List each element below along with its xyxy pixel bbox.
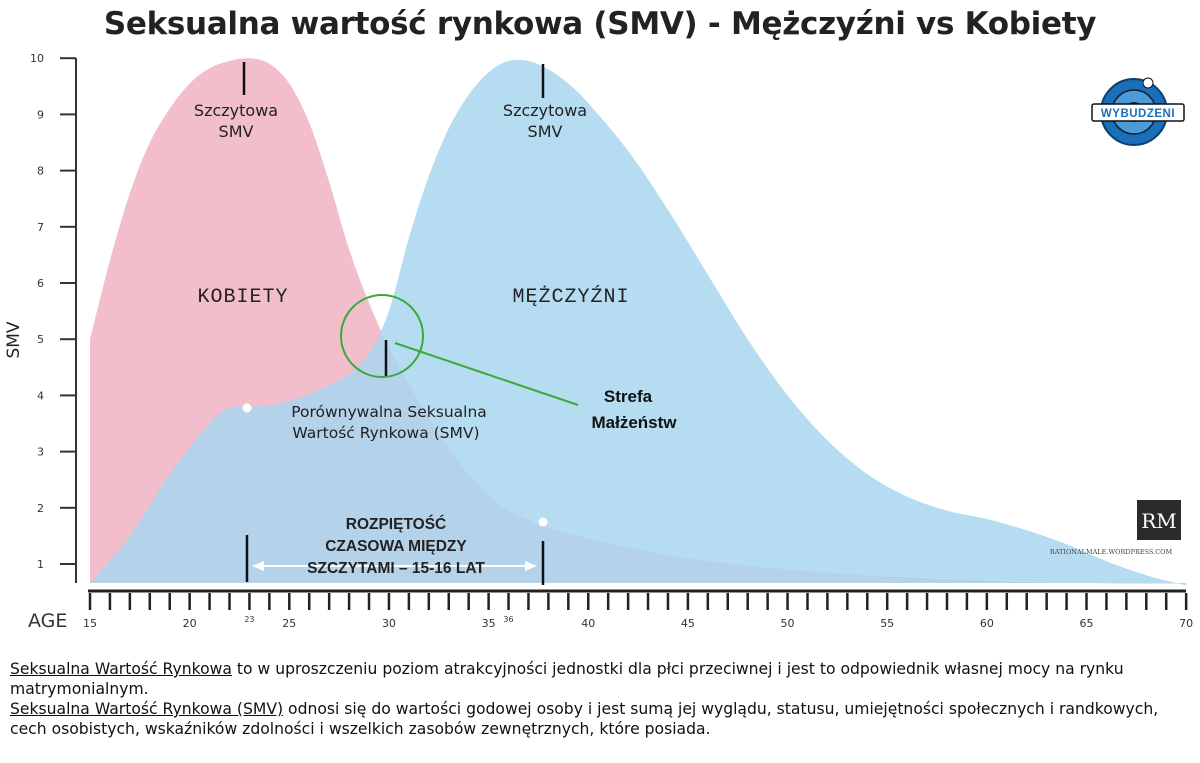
marriage-zone-pointer [394,342,579,406]
x-tick-label-20: 20 [183,617,197,630]
definition-text: to w uproszczeniu poziom atrakcyjności j… [10,660,1124,698]
x-axis-ticks: 15 20 25 30 35 40 45 50 55 60 65 70 23 36 [83,593,1193,630]
definition-text: odnosi się do wartości godowej osoby i j… [10,700,1159,738]
x-tick-label-40: 40 [581,617,595,630]
y-tick-label-6: 6 [37,277,44,290]
span-arrow [252,561,537,571]
rm-logo-letters: RM [1141,509,1177,533]
y-tick-label-9: 9 [37,108,44,121]
definition-term: Seksualna Wartość Rynkowa [10,660,232,678]
x-tick-label-30: 30 [382,617,396,630]
definition-1: Seksualna Wartość Rynkowa to w uproszcze… [10,659,1195,699]
women-peak-label: Szczytowa SMV [194,101,278,141]
wybudzeni-logo-text: WYBUDZENI [1101,108,1175,120]
x-tick-label-55: 55 [880,617,894,630]
span-label: ROZPIĘTOŚĆ CZASOWA MIĘDZY SZCZYTAMI – 15-1… [307,515,485,577]
y-tick-label-3: 3 [37,446,44,459]
x-axis-label: AGE [28,610,67,632]
men-peak-label: Szczytowa SMV [503,101,587,141]
y-tick-label-10: 10 [30,52,44,65]
x-tick-label-70: 70 [1179,617,1193,630]
y-tick-label-7: 7 [37,221,44,234]
women-end-dot [538,517,548,527]
men-area-label: MĘŻCZYŹNI [512,285,629,309]
women-area-label: KOBIETY [197,286,288,309]
men-start-dot [242,403,252,413]
x-tick-label-45: 45 [681,617,695,630]
y-axis-ticks: 1 2 3 4 5 6 7 8 9 10 [30,52,76,571]
chart-title: Seksualna wartość rynkowa (SMV) - Mężczy… [103,6,1097,42]
y-tick-label-5: 5 [37,333,44,346]
y-tick-label-8: 8 [37,165,44,178]
marriage-zone-circle [340,294,424,378]
rm-logo-site: RATIONALMALE.WORDPRESS.COM [1050,548,1173,556]
x-tick-label-35: 35 [482,617,496,630]
comparable-smv-label: Porównywalna Seksualna Wartość Rynkowa (S… [291,403,487,442]
x-tick-label-60: 60 [980,617,994,630]
rm-logo: RM RATIONALMALE.WORDPRESS.COM [1050,500,1181,556]
men-area [90,59,1187,586]
marriage-zone-label: Strefa Małżeństw [591,387,677,432]
definition-term: Seksualna Wartość Rynkowa (SMV) [10,700,284,718]
x-tick-label-15: 15 [83,617,97,630]
x-tick-label-65: 65 [1080,617,1094,630]
wybudzeni-logo: WYBUDZENI [1091,77,1185,146]
definitions: Seksualna Wartość Rynkowa to w uproszcze… [10,659,1195,739]
x-tick-label-25: 25 [282,617,296,630]
x-tick-label-36: 36 [503,615,513,624]
y-tick-label-2: 2 [37,502,44,515]
x-tick-label-23: 23 [244,615,254,624]
definition-2: Seksualna Wartość Rynkowa (SMV) odnosi s… [10,699,1195,739]
y-tick-label-1: 1 [37,558,44,571]
x-tick-label-50: 50 [781,617,795,630]
y-tick-label-4: 4 [37,389,44,402]
y-axis-label: SMV [4,321,24,358]
